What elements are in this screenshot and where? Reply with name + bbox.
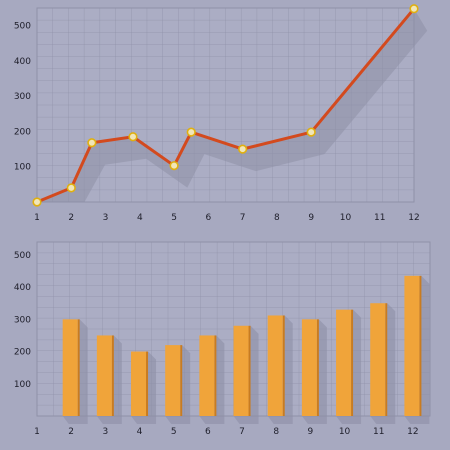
y-tick-label: 300 — [14, 315, 31, 325]
bar — [199, 335, 215, 416]
bar-edge — [282, 315, 285, 416]
x-tick-label: 7 — [239, 427, 245, 437]
data-point — [32, 197, 42, 207]
y-tick-label: 500 — [14, 22, 31, 32]
y-tick-label: 300 — [14, 92, 31, 102]
x-tick-label: 12 — [407, 427, 418, 437]
y-tick-label: 200 — [14, 348, 31, 358]
x-tick-label: 3 — [102, 427, 108, 437]
bar-edge — [180, 345, 183, 416]
x-tick-label: 2 — [68, 213, 74, 223]
bar — [370, 303, 386, 416]
bar-edge — [77, 319, 80, 416]
x-tick-label: 9 — [308, 213, 314, 223]
bar-edge — [385, 303, 388, 416]
y-tick-label: 400 — [14, 283, 31, 293]
x-tick-label: 1 — [34, 427, 40, 437]
data-point — [409, 4, 419, 14]
x-tick-label: 5 — [171, 427, 177, 437]
bar — [336, 309, 352, 416]
data-point — [87, 138, 97, 148]
x-tick-label: 12 — [408, 213, 419, 223]
x-tick-label: 7 — [240, 213, 246, 223]
bar — [131, 351, 147, 416]
data-point — [169, 161, 179, 171]
x-tick-label: 9 — [308, 427, 314, 437]
x-tick-label: 6 — [205, 427, 211, 437]
y-tick-label: 200 — [14, 127, 31, 137]
bar — [165, 345, 181, 416]
bar — [301, 319, 317, 416]
y-tick-label: 100 — [14, 380, 31, 390]
bar — [404, 275, 420, 416]
bar-edge — [146, 351, 149, 416]
x-tick-label: 8 — [273, 427, 279, 437]
x-tick-label: 5 — [171, 213, 177, 223]
bar-edge — [351, 309, 354, 416]
x-tick-label: 10 — [339, 427, 351, 437]
line-shadow — [37, 8, 428, 202]
data-point — [238, 144, 248, 154]
bar — [96, 335, 112, 416]
x-tick-label: 3 — [103, 213, 109, 223]
y-tick-label: 500 — [14, 251, 31, 261]
bar-edge — [111, 335, 114, 416]
bar-edge — [316, 319, 319, 416]
bar — [267, 315, 283, 416]
y-tick-label: 400 — [14, 57, 31, 67]
x-tick-label: 1 — [34, 213, 40, 223]
x-tick-label: 4 — [137, 213, 143, 223]
data-point — [186, 127, 196, 137]
y-tick-label: 100 — [14, 163, 31, 173]
x-tick-label: 11 — [373, 427, 384, 437]
bar-edge — [214, 335, 217, 416]
bar — [233, 325, 249, 416]
bar — [62, 319, 78, 416]
x-tick-label: 8 — [274, 213, 280, 223]
data-point — [66, 183, 76, 193]
x-tick-label: 4 — [137, 427, 143, 437]
data-point — [128, 132, 138, 142]
bar-edge — [419, 275, 422, 416]
data-point — [306, 127, 316, 137]
x-tick-label: 2 — [68, 427, 74, 437]
x-tick-label: 11 — [374, 213, 385, 223]
bar-edge — [248, 325, 251, 416]
x-tick-label: 6 — [205, 213, 211, 223]
x-tick-label: 10 — [340, 213, 352, 223]
